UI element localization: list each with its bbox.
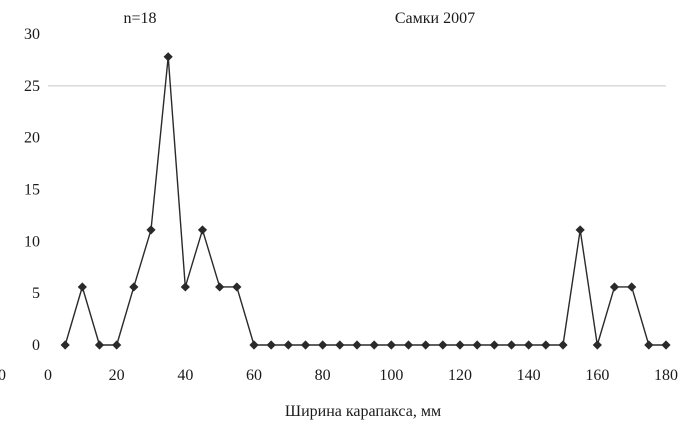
data-point bbox=[386, 340, 396, 350]
stray-x-tick-label: 0 bbox=[0, 367, 6, 384]
x-tick-label: 120 bbox=[448, 367, 472, 384]
data-point bbox=[215, 282, 225, 292]
y-tick-label: 30 bbox=[24, 26, 40, 43]
data-point bbox=[524, 340, 534, 350]
data-point bbox=[94, 340, 105, 350]
x-tick-label: 60 bbox=[246, 367, 262, 384]
y-tick-labels: 0 5 10 15 20 25 30 bbox=[24, 26, 40, 354]
data-point bbox=[232, 282, 242, 292]
data-point bbox=[472, 340, 482, 350]
data-point bbox=[197, 225, 208, 235]
data-point bbox=[609, 282, 620, 292]
data-point bbox=[455, 340, 465, 350]
data-point bbox=[627, 282, 637, 292]
y-tick-label: 10 bbox=[24, 233, 40, 250]
y-tick-label: 20 bbox=[24, 130, 40, 147]
markers bbox=[60, 52, 671, 350]
x-axis-label: Ширина карапакса, мм bbox=[285, 403, 441, 420]
data-point bbox=[421, 340, 431, 350]
x-tick-label: 140 bbox=[517, 367, 541, 384]
x-tick-label: 180 bbox=[654, 367, 678, 384]
data-point bbox=[592, 340, 602, 350]
data-point bbox=[489, 340, 499, 350]
y-tick-label: 15 bbox=[24, 182, 40, 199]
data-point bbox=[266, 340, 276, 350]
chart-title: Самки 2007 bbox=[395, 10, 475, 27]
data-point bbox=[112, 340, 122, 350]
y-tick-label: 25 bbox=[24, 78, 40, 95]
data-point bbox=[575, 225, 585, 235]
x-tick-labels: 0 20 40 60 80 100 120 140 160 180 bbox=[44, 367, 678, 384]
sample-size-annotation: n=18 bbox=[123, 10, 156, 27]
data-point bbox=[129, 282, 139, 292]
data-point bbox=[77, 282, 87, 292]
data-point bbox=[163, 52, 173, 62]
x-tick-label: 80 bbox=[315, 367, 331, 384]
data-point bbox=[180, 282, 190, 292]
data-point bbox=[318, 340, 328, 350]
data-point bbox=[249, 340, 259, 350]
data-point bbox=[541, 340, 551, 350]
data-point bbox=[661, 340, 671, 350]
data-point bbox=[644, 340, 654, 350]
x-tick-label: 100 bbox=[379, 367, 403, 384]
x-tick-label: 40 bbox=[177, 367, 193, 384]
data-point bbox=[558, 340, 568, 350]
data-point bbox=[403, 340, 414, 350]
data-point bbox=[369, 340, 379, 350]
data-point bbox=[506, 340, 517, 350]
data-point bbox=[352, 340, 362, 350]
data-point bbox=[335, 340, 345, 350]
data-point bbox=[60, 340, 70, 350]
data-point bbox=[300, 340, 311, 350]
data-point bbox=[438, 340, 448, 350]
series bbox=[64, 56, 666, 346]
x-tick-label: 160 bbox=[585, 367, 609, 384]
y-tick-label: 5 bbox=[32, 285, 40, 302]
series-line bbox=[64, 56, 666, 346]
data-point bbox=[283, 340, 293, 350]
data-point bbox=[146, 225, 156, 235]
x-tick-label: 20 bbox=[109, 367, 125, 384]
y-tick-label: 0 bbox=[32, 337, 40, 354]
x-tick-label: 0 bbox=[44, 367, 52, 384]
